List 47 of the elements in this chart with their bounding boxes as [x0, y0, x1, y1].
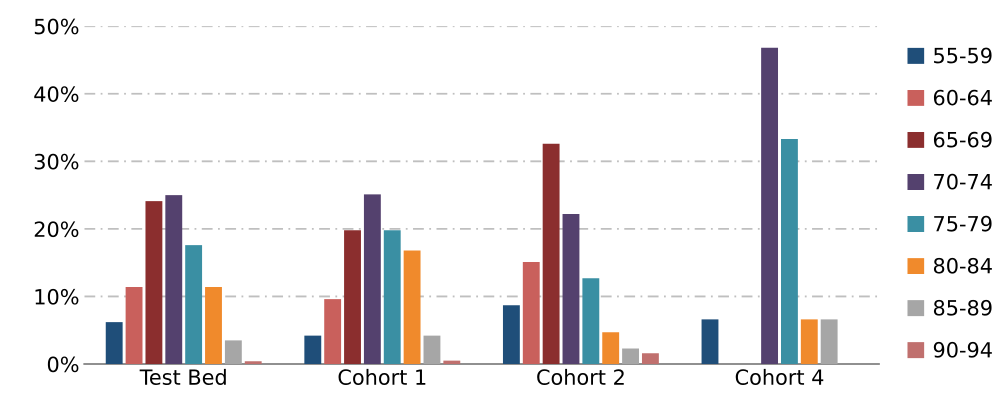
legend-label: 90-94 — [934, 342, 992, 358]
bar — [145, 201, 162, 364]
y-tick-label: 10% — [36, 288, 78, 305]
bar — [502, 305, 520, 364]
bar — [364, 194, 381, 364]
bar — [404, 250, 421, 364]
bar — [800, 319, 818, 364]
y-tick-label: 20% — [34, 221, 78, 238]
legend-label: 70-74 — [934, 174, 992, 190]
bar — [126, 286, 142, 364]
x-tick-label: Cohort 1 — [338, 368, 426, 385]
bar — [642, 353, 659, 364]
bar — [582, 278, 600, 364]
bar — [324, 299, 342, 364]
x-tick-label: Test Bed — [140, 368, 226, 385]
bar — [344, 230, 361, 364]
bar — [205, 286, 222, 364]
bar — [443, 360, 460, 364]
bar — [165, 195, 182, 364]
bar — [384, 230, 401, 364]
x-tick-label: Cohort 2 — [537, 368, 624, 385]
y-tick-label: 0% — [48, 356, 78, 372]
bar — [622, 348, 639, 364]
legend-label: 85-89 — [934, 300, 992, 316]
bar — [106, 322, 123, 364]
bar — [820, 319, 838, 364]
bar — [702, 319, 718, 364]
legend-label: 65-69 — [934, 132, 992, 148]
bar — [244, 361, 262, 364]
y-tick-label: 30% — [34, 154, 78, 170]
legend-label: 80-84 — [934, 258, 992, 274]
y-tick-label: 40% — [34, 86, 78, 102]
bar — [562, 214, 580, 364]
legend-label: 75-79 — [934, 216, 992, 232]
bar — [780, 139, 798, 364]
bar — [424, 336, 440, 364]
legend-label: 55-59 — [934, 48, 992, 64]
bar — [522, 262, 540, 364]
y-tick-label: 50% — [34, 18, 78, 34]
bar — [602, 332, 620, 364]
bar — [185, 245, 202, 364]
bar — [304, 336, 322, 364]
bar — [761, 48, 778, 364]
legend-label: 60-64 — [934, 90, 992, 106]
bar — [542, 144, 560, 364]
bar — [224, 340, 242, 364]
x-tick-label: Cohort 4 — [736, 368, 824, 385]
